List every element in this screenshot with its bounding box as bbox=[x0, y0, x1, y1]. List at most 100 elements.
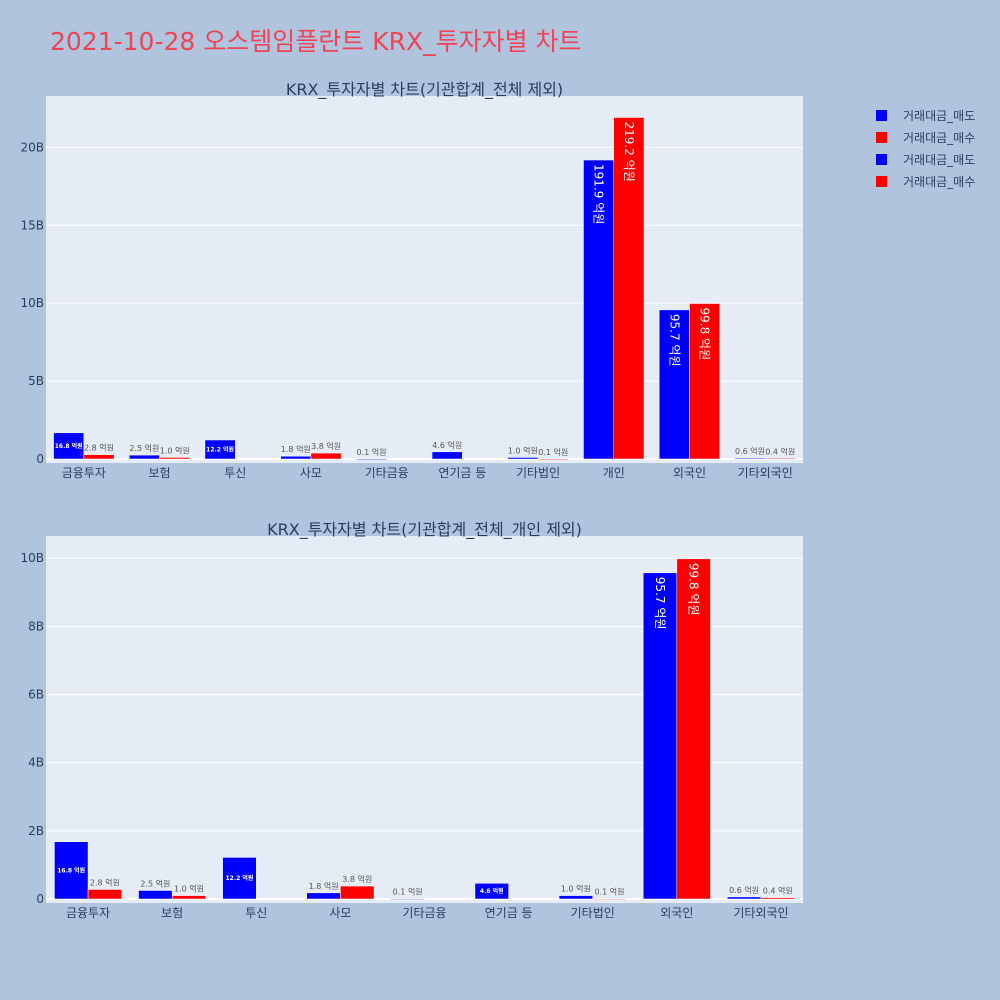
bar-buy bbox=[310, 452, 342, 460]
x-tick-label: 사모 bbox=[300, 466, 322, 480]
data-label: 2.5 억원 bbox=[140, 878, 170, 888]
bar-sell bbox=[734, 457, 766, 460]
data-label: 1.0 억원 bbox=[561, 884, 591, 894]
bar-sell bbox=[138, 890, 173, 900]
data-label: 0.6 억원 bbox=[729, 885, 759, 895]
data-label: 95.7 억원 bbox=[667, 314, 681, 367]
chart-1: 0 5B 10B 15B 20B KRX_투자자별 차트(기관합계_전체 제외) 금융투자 1… bbox=[20, 80, 803, 480]
y-tick-label: 8B bbox=[28, 619, 44, 633]
x-tick-label: 기타금융 bbox=[365, 466, 409, 480]
bar-buy bbox=[340, 885, 375, 900]
data-label: 12.2 억원 bbox=[225, 874, 253, 882]
legend-swatch-sell bbox=[876, 109, 887, 121]
data-label: 95.7 억원 bbox=[653, 577, 667, 630]
x-tick-label: 투신 bbox=[245, 906, 267, 920]
data-label: 16.8 억원 bbox=[55, 442, 83, 450]
data-label: 12.2 억원 bbox=[206, 445, 234, 453]
x-tick-label: 외국인 bbox=[673, 466, 706, 480]
data-label: 191.9 억원 bbox=[592, 164, 606, 224]
bar-sell bbox=[129, 454, 160, 460]
legend-item[interactable]: 거래대금_매수 bbox=[876, 126, 975, 148]
bar-buy bbox=[760, 897, 795, 900]
x-tick-label: 금융투자 bbox=[62, 466, 106, 480]
y-tick-label: 0 bbox=[36, 452, 44, 466]
data-label: 1.0 억원 bbox=[508, 445, 538, 455]
legend-item[interactable]: 거래대금_매도 bbox=[876, 104, 975, 126]
bar-buy bbox=[159, 457, 191, 460]
data-label: 0.4 억원 bbox=[763, 886, 793, 896]
y-tick-label: 6B bbox=[28, 687, 44, 701]
x-tick-label: 연기금 등 bbox=[485, 906, 533, 920]
bar-buy bbox=[171, 895, 207, 900]
legend-swatch-buy bbox=[876, 175, 887, 187]
legend-label: 거래대금_매수 bbox=[903, 174, 976, 189]
data-label: 4.6 억원 bbox=[432, 440, 462, 450]
bar-sell bbox=[431, 451, 463, 460]
data-label: 99.8 억원 bbox=[687, 563, 701, 616]
x-tick-label: 기타외국인 bbox=[733, 906, 788, 920]
y-tick-label: 2B bbox=[28, 824, 44, 838]
legend-label: 거래대금_매수 bbox=[903, 130, 976, 145]
data-label: 3.8 억원 bbox=[342, 874, 372, 884]
bar-sell bbox=[306, 892, 341, 900]
data-label: 4.6 억원 bbox=[480, 887, 504, 895]
x-tick-label: 기타외국인 bbox=[738, 466, 793, 480]
bar-buy bbox=[537, 458, 569, 460]
y-tick-label: 20B bbox=[20, 140, 44, 154]
data-label: 0.1 억원 bbox=[393, 887, 423, 897]
x-tick-label: 사모 bbox=[329, 906, 351, 920]
data-label: 1.8 억원 bbox=[281, 444, 311, 454]
data-label: 0.1 억원 bbox=[357, 447, 387, 457]
x-tick-label: 기타금융 bbox=[402, 906, 446, 920]
bar-sell bbox=[356, 458, 387, 460]
y-tick-label: 4B bbox=[28, 756, 44, 770]
legend-label: 거래대금_매도 bbox=[903, 108, 976, 123]
bar-buy bbox=[764, 458, 796, 460]
x-tick-label: 보험 bbox=[149, 466, 171, 480]
legend: 거래대금_매도 거래대금_매수 거래대금_매도 거래대금_매수 bbox=[876, 104, 975, 192]
bar-sell bbox=[204, 439, 236, 460]
x-tick-label: 보험 bbox=[161, 906, 183, 920]
y-tick-label: 10B bbox=[20, 296, 44, 310]
y-tick-label: 15B bbox=[20, 218, 44, 232]
data-label: 0.1 억원 bbox=[595, 887, 625, 897]
bar-buy bbox=[689, 303, 720, 460]
x-tick-label: 연기금 등 bbox=[438, 466, 486, 480]
bar-sell bbox=[390, 898, 425, 900]
chart-title: KRX_투자자별 차트(기관합계_전체_개인 제외) bbox=[267, 520, 582, 540]
data-label: 3.8 억원 bbox=[311, 441, 341, 451]
data-label: 99.8 억원 bbox=[698, 308, 712, 361]
x-tick-label: 투신 bbox=[224, 466, 246, 480]
legend-swatch-buy bbox=[876, 131, 887, 143]
chart-2: 0 2B 4B 6B 8B 10B KRX_투자자별 차트(기관합계_전체_개인 제외) 금융… bbox=[20, 520, 803, 920]
data-label: 0.6 억원 bbox=[735, 446, 765, 456]
bar-sell bbox=[54, 841, 89, 900]
bar-sell bbox=[474, 883, 509, 900]
legend-item[interactable]: 거래대금_매도 bbox=[876, 148, 975, 170]
data-label: 2.8 억원 bbox=[84, 443, 114, 453]
y-tick-label: 0 bbox=[36, 892, 44, 906]
data-label: 1.0 억원 bbox=[174, 884, 204, 894]
bar-buy bbox=[592, 898, 627, 900]
x-tick-label: 기타법인 bbox=[516, 466, 560, 480]
y-tick-label: 10B bbox=[20, 551, 44, 565]
data-label: 1.8 억원 bbox=[309, 881, 339, 891]
y-tick-label: 5B bbox=[28, 374, 44, 388]
data-label: 0.1 억원 bbox=[538, 447, 568, 457]
bar-buy bbox=[83, 454, 115, 460]
bar-sell bbox=[53, 432, 85, 460]
bar-buy bbox=[613, 117, 645, 460]
data-label: 219.2 억원 bbox=[622, 121, 636, 181]
bar-sell bbox=[507, 457, 539, 460]
data-label: 2.8 억원 bbox=[90, 877, 120, 887]
chart-title: KRX_투자자별 차트(기관합계_전체 제외) bbox=[286, 80, 563, 100]
bar-sell bbox=[222, 857, 257, 900]
data-label: 0.4 억원 bbox=[765, 446, 795, 456]
data-label: 16.8 억원 bbox=[57, 866, 85, 874]
bar-buy bbox=[676, 558, 711, 900]
data-label: 2.5 억원 bbox=[129, 443, 159, 453]
legend-item[interactable]: 거래대금_매수 bbox=[876, 170, 975, 192]
legend-swatch-sell bbox=[876, 153, 887, 165]
x-tick-label: 기타법인 bbox=[571, 906, 615, 920]
